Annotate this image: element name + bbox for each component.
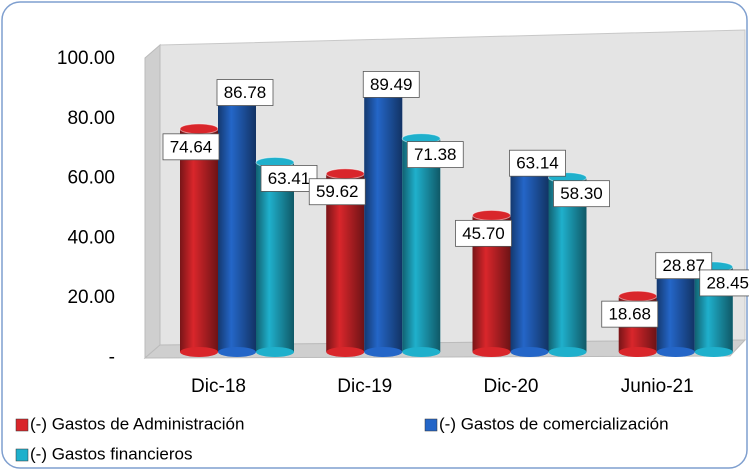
data-label-box xyxy=(260,165,318,192)
bar-bottom xyxy=(364,347,403,357)
data-label: 89.49 xyxy=(370,75,413,94)
data-label: 86.78 xyxy=(224,83,267,102)
bar-shade xyxy=(402,138,441,352)
data-label-box xyxy=(455,219,512,247)
bar-shade xyxy=(218,92,256,352)
data-label-box xyxy=(362,71,420,98)
y-tick-label: 20.00 xyxy=(67,287,115,308)
data-label: 63.41 xyxy=(268,169,311,188)
data-label: 71.38 xyxy=(414,145,457,164)
bar-shade xyxy=(364,84,403,352)
bar xyxy=(363,78,403,357)
bar-bottom xyxy=(694,347,733,357)
data-label-box xyxy=(308,178,366,206)
bar-bottom xyxy=(402,347,441,357)
data-label: 28.45 xyxy=(706,273,749,292)
legend-swatch xyxy=(424,418,438,432)
bar-bottom xyxy=(510,347,549,357)
bar-shade xyxy=(510,163,549,352)
bar-bottom xyxy=(326,347,365,357)
data-label-box xyxy=(601,300,659,328)
bar-top xyxy=(325,168,365,180)
bar-bottom xyxy=(472,347,511,357)
y-tick-label: 80.00 xyxy=(67,108,115,129)
bar-top xyxy=(618,290,658,302)
bar-shade xyxy=(180,128,218,352)
legend-label: (-) Gastos de Administración xyxy=(30,414,244,433)
data-label-box xyxy=(509,149,566,177)
side-wall xyxy=(144,43,161,360)
bar-shade xyxy=(256,162,294,352)
bar-bottom xyxy=(618,347,657,357)
bar-bottom xyxy=(656,347,695,357)
bar xyxy=(510,157,549,357)
legend-label: (-) Gastos financieros xyxy=(30,444,193,463)
bar xyxy=(179,123,219,357)
y-tick-label: 60.00 xyxy=(67,168,115,189)
bar-bottom xyxy=(256,347,294,357)
data-label-box xyxy=(553,180,610,208)
x-tick-label: Junio-21 xyxy=(621,376,694,397)
legend-swatch xyxy=(15,418,29,432)
bar-bottom xyxy=(180,347,218,357)
data-label: 59.62 xyxy=(316,182,359,201)
data-label: 63.14 xyxy=(516,154,559,173)
y-tick-label: 100.00 xyxy=(57,48,115,69)
bar xyxy=(255,156,295,357)
x-tick-label: Dic-19 xyxy=(337,376,392,397)
data-label-box xyxy=(406,141,464,168)
data-label-box xyxy=(699,269,749,297)
data-label: 45.70 xyxy=(462,224,505,243)
bar-shade xyxy=(656,265,695,352)
y-tick-label: 40.00 xyxy=(67,227,115,248)
data-label: 74.64 xyxy=(170,137,213,156)
bar-top xyxy=(472,209,511,221)
x-tick-label: Dic-18 xyxy=(191,376,246,397)
data-label: 18.68 xyxy=(608,305,651,324)
bar-bottom xyxy=(218,347,256,357)
data-label: 58.30 xyxy=(560,184,603,203)
bar xyxy=(401,133,441,357)
data-label-box xyxy=(162,133,220,161)
bar xyxy=(217,87,257,357)
data-label: 28.87 xyxy=(662,256,705,275)
x-tick-label: Dic-20 xyxy=(484,376,539,397)
bar-top xyxy=(179,123,219,135)
legend-label: (-) Gastos de comercialización xyxy=(439,414,669,433)
y-tick-label: - xyxy=(109,347,115,368)
legend-swatch xyxy=(15,448,29,462)
data-label-box xyxy=(216,79,274,106)
bar-bottom xyxy=(548,347,587,357)
